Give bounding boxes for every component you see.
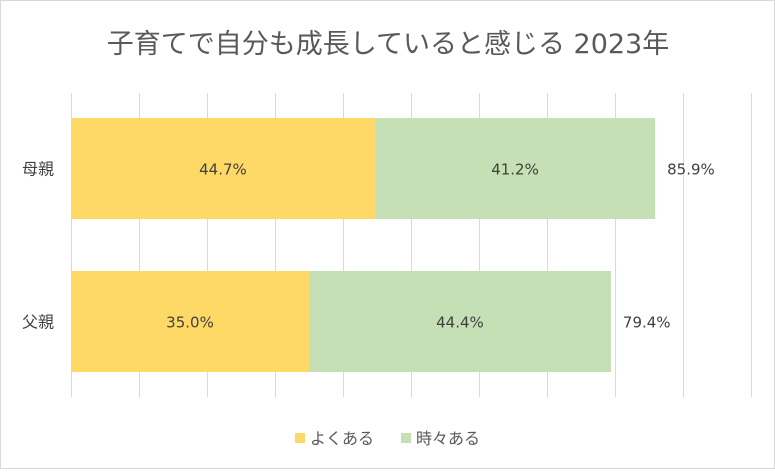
legend: よくある 時々ある <box>295 429 480 448</box>
bar-segment-0-0 <box>71 118 375 219</box>
label-group: 母親 44.7% 41.2% 85.9% 父親 35.0% 44.4% 79.4% <box>22 160 715 332</box>
bar-group <box>71 118 656 372</box>
bar-segment-1-1 <box>309 271 611 372</box>
chart-title: 子育てで自分も成長していると感じる 2023年 <box>107 29 670 60</box>
category-label-0: 母親 <box>22 160 54 179</box>
data-label-0-0: 44.7% <box>199 161 247 179</box>
total-label-0: 85.9% <box>667 161 715 179</box>
category-label-1: 父親 <box>22 313 54 332</box>
data-label-1-1: 44.4% <box>436 314 484 332</box>
bar-segment-1-0 <box>71 271 309 372</box>
total-label-1: 79.4% <box>623 314 671 332</box>
legend-label-tokidokiaru: 時々ある <box>416 429 480 448</box>
legend-swatch-tokidokiaru <box>401 433 411 443</box>
bar-segment-0-1 <box>374 118 656 219</box>
legend-label-yokuaru: よくある <box>310 429 374 448</box>
data-label-0-1: 41.2% <box>491 161 539 179</box>
data-label-1-0: 35.0% <box>166 314 214 332</box>
legend-swatch-yokuaru <box>295 433 305 443</box>
